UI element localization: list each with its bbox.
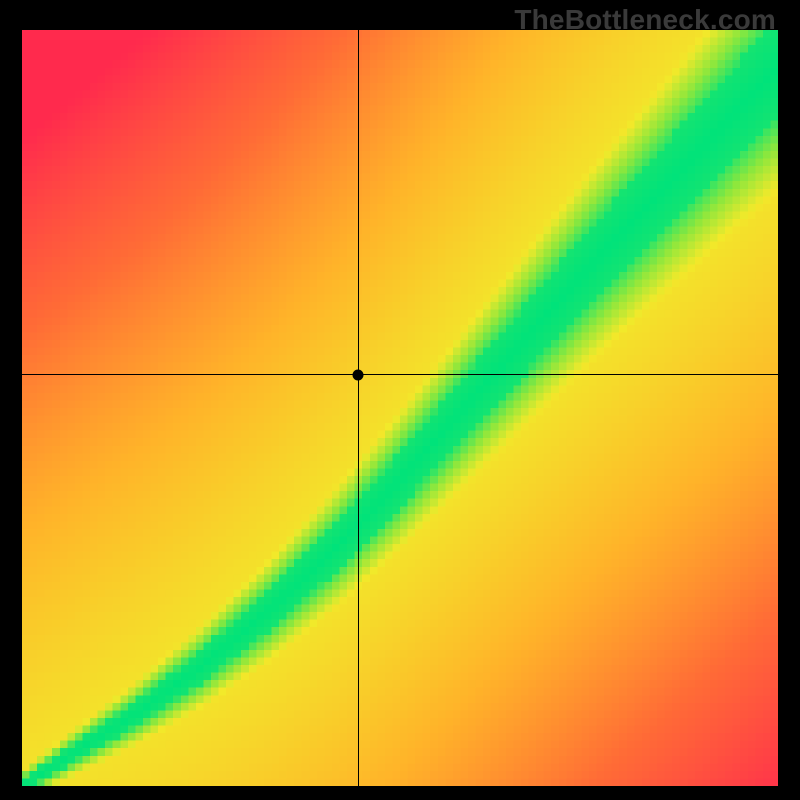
watermark-text: TheBottleneck.com	[514, 4, 776, 36]
heatmap-canvas	[22, 30, 778, 786]
crosshair-horizontal	[22, 374, 778, 375]
crosshair-vertical	[358, 30, 359, 786]
crosshair-marker-dot	[353, 369, 364, 380]
chart-container: TheBottleneck.com	[0, 0, 800, 800]
heatmap-plot-area	[22, 30, 778, 786]
